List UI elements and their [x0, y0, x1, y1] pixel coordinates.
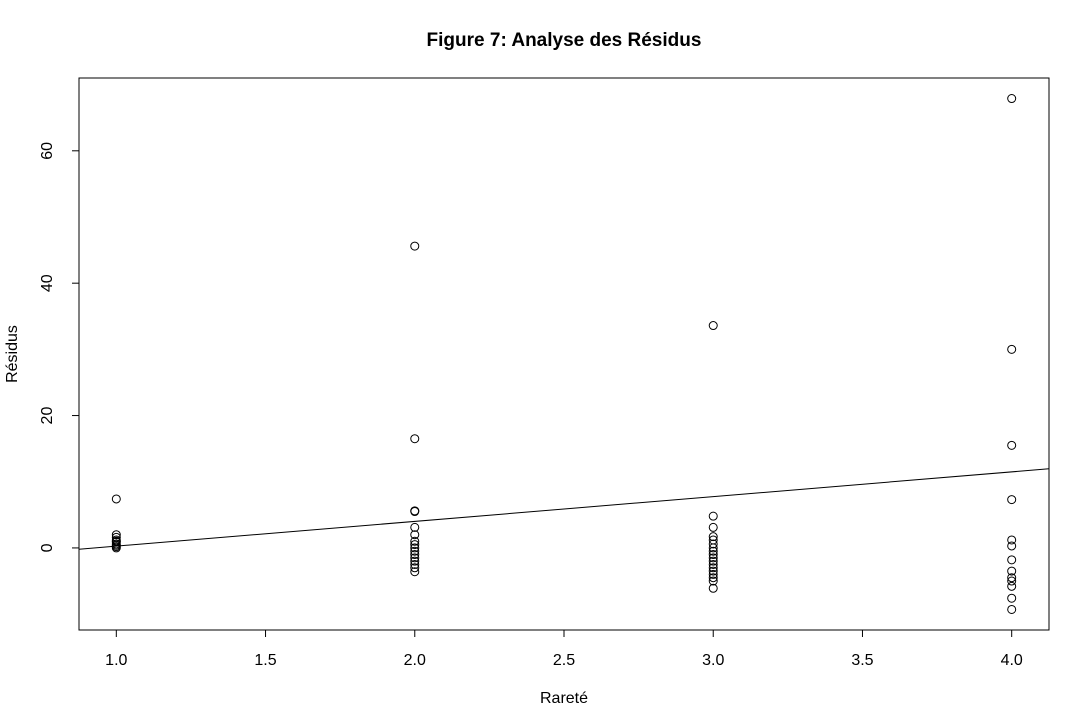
- data-point: [410, 546, 420, 556]
- y-axis-label: Résidus: [4, 325, 21, 383]
- data-point: [111, 530, 121, 540]
- data-point: [708, 556, 718, 566]
- data-point: [708, 546, 718, 556]
- fit-line: [79, 468, 1049, 550]
- data-point: [410, 559, 420, 569]
- data-point: [111, 536, 121, 546]
- chart-title: Figure 7: Analyse des Résidus: [427, 30, 702, 51]
- data-point: [1007, 495, 1017, 505]
- data-point: [1007, 344, 1017, 354]
- data-point: [708, 569, 718, 579]
- x-tick-label: 2.0: [404, 652, 426, 669]
- data-point: [1007, 555, 1017, 565]
- x-tick-label: 3.0: [702, 652, 724, 669]
- data-point: [708, 511, 718, 521]
- y-tick-label: 20: [39, 407, 56, 425]
- y-tick-label: 40: [39, 274, 56, 292]
- x-tick-label: 4.0: [1001, 652, 1023, 669]
- data-point: [1007, 541, 1017, 551]
- data-point: [410, 530, 420, 540]
- data-point: [410, 536, 420, 546]
- data-point: [410, 241, 420, 251]
- data-point: [410, 550, 420, 560]
- data-point: [1007, 573, 1017, 583]
- plot-frame: [78, 77, 1050, 631]
- data-point: [1007, 440, 1017, 450]
- data-point: [1007, 576, 1017, 586]
- data-point: [1007, 94, 1017, 104]
- data-point: [410, 556, 420, 566]
- data-point: [708, 566, 718, 576]
- data-point: [708, 573, 718, 583]
- data-point: [410, 540, 420, 550]
- data-point: [708, 563, 718, 573]
- data-point: [1007, 581, 1017, 591]
- x-axis: 1.0 1.5 2.0 2.5 3.0 3.5 4.0: [105, 629, 1023, 669]
- x-tick-label: 1.0: [105, 652, 127, 669]
- data-point: [410, 553, 420, 563]
- x-tick-label: 1.5: [254, 652, 276, 669]
- data-point: [111, 494, 121, 504]
- y-tick-label: 60: [39, 142, 56, 160]
- data-point: [708, 553, 718, 563]
- data-point: [111, 543, 121, 553]
- data-point: [708, 532, 718, 542]
- y-axis: 0 20 40 60: [39, 142, 80, 552]
- data-point: [708, 583, 718, 593]
- data-point: [1007, 535, 1017, 545]
- data-point: [410, 543, 420, 553]
- data-point: [1007, 566, 1017, 576]
- points-layer: [111, 94, 1017, 614]
- data-point: [410, 563, 420, 573]
- data-point: [410, 507, 420, 517]
- data-point: [708, 576, 718, 586]
- data-point: [708, 559, 718, 569]
- x-tick-label: 3.5: [851, 652, 873, 669]
- data-point: [1007, 593, 1017, 603]
- data-point: [410, 522, 420, 532]
- data-point: [708, 550, 718, 560]
- data-point: [708, 539, 718, 549]
- x-axis-label: Rareté: [540, 690, 588, 707]
- data-point: [1007, 604, 1017, 614]
- data-point: [708, 321, 718, 331]
- x-tick-label: 2.5: [553, 652, 575, 669]
- data-point: [410, 434, 420, 444]
- data-point: [708, 543, 718, 553]
- y-tick-label: 0: [39, 543, 56, 552]
- data-point: [410, 567, 420, 577]
- data-point: [708, 522, 718, 532]
